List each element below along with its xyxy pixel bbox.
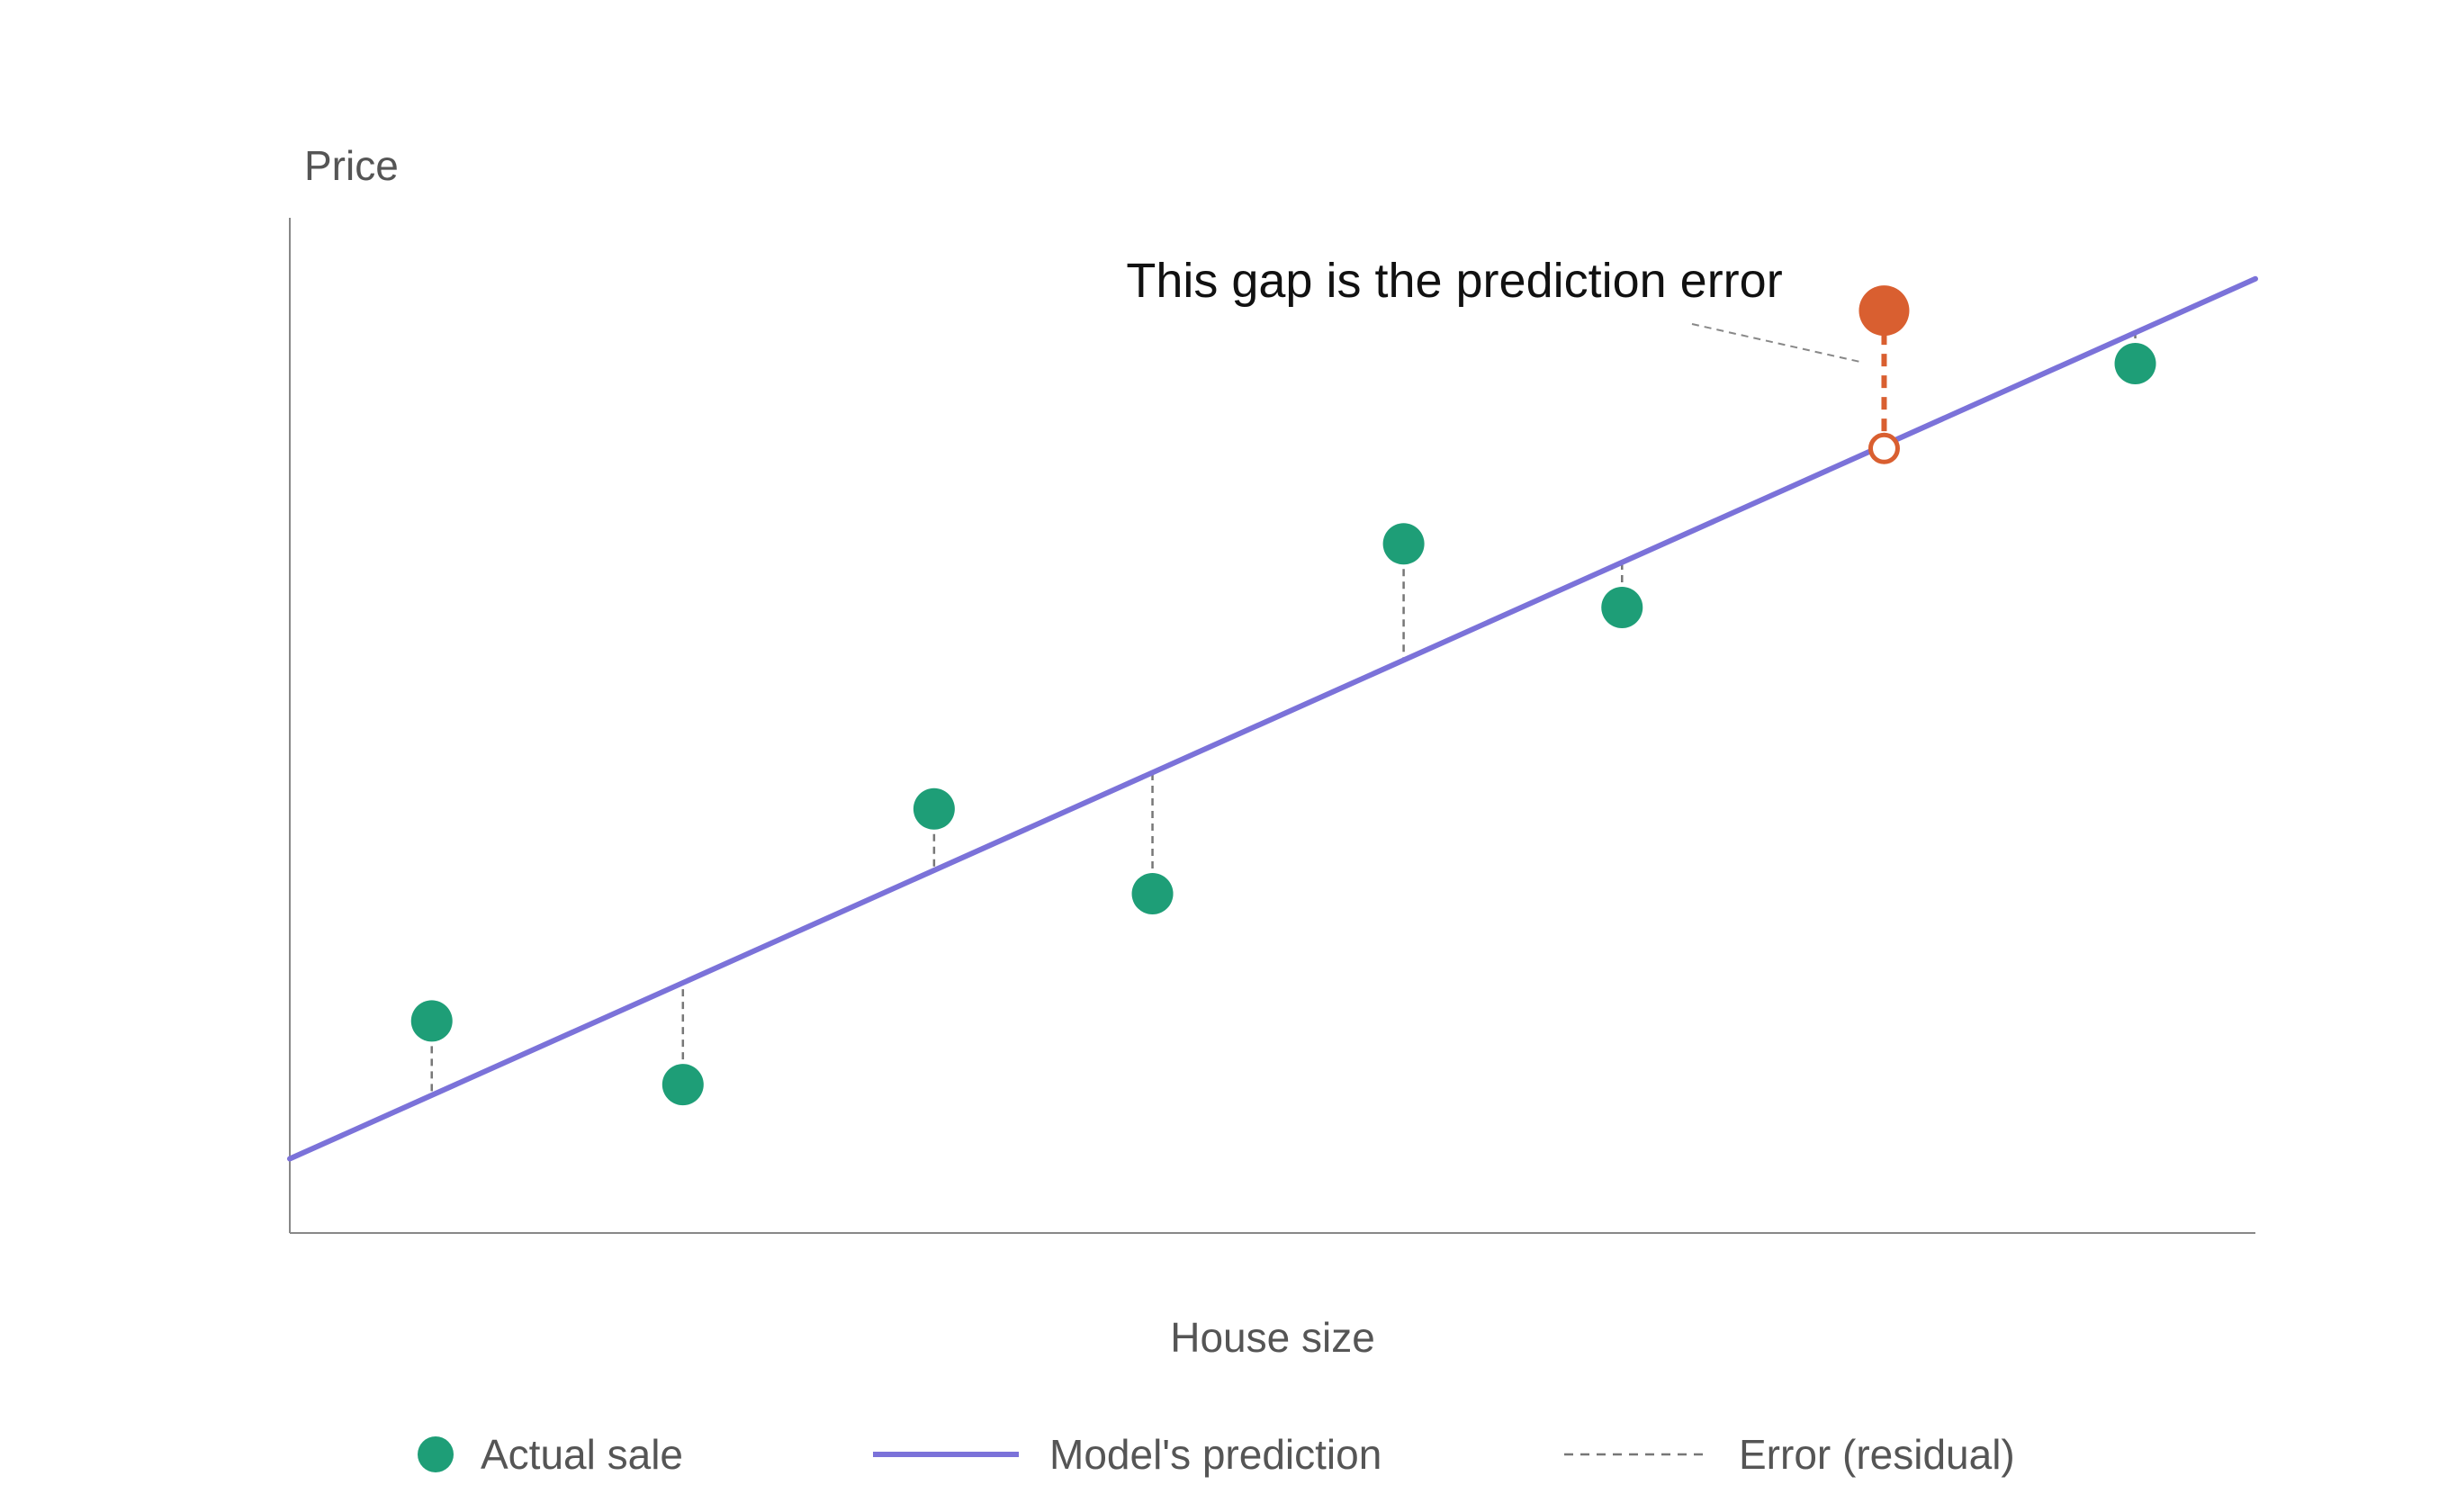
actual-sale-point-4 (1131, 873, 1174, 915)
actual-sale-point-5 (1382, 523, 1425, 565)
legend: Actual sale Model's prediction Error (re… (418, 1431, 2015, 1478)
actual-sale-points (410, 343, 2156, 1106)
axes (289, 218, 2255, 1234)
legend-label-actual: Actual sale (481, 1431, 683, 1478)
annotation-leader-line (1691, 323, 1859, 363)
highlight-group (1858, 285, 1910, 464)
predicted-point-marker (1868, 432, 1900, 464)
actual-sale-point-2 (662, 1064, 704, 1106)
actual-sale-point-6 (1601, 586, 1643, 628)
actual-sale-point-3 (913, 788, 955, 830)
highlighted-sale-point (1858, 285, 1910, 337)
legend-label-error: Error (residual) (1739, 1431, 2015, 1478)
prediction-line (287, 275, 2258, 1162)
actual-sale-point-7 (2114, 343, 2156, 385)
annotation-text: This gap is the prediction error (1126, 254, 1782, 308)
x-axis-label: House size (1170, 1314, 1375, 1361)
prediction-line-group (287, 275, 2258, 1162)
legend-dot-icon (418, 1436, 454, 1472)
legend-label-prediction: Model's prediction (1049, 1431, 1382, 1478)
actual-sale-point-1 (410, 1000, 453, 1042)
y-axis-label: Price (304, 142, 399, 189)
